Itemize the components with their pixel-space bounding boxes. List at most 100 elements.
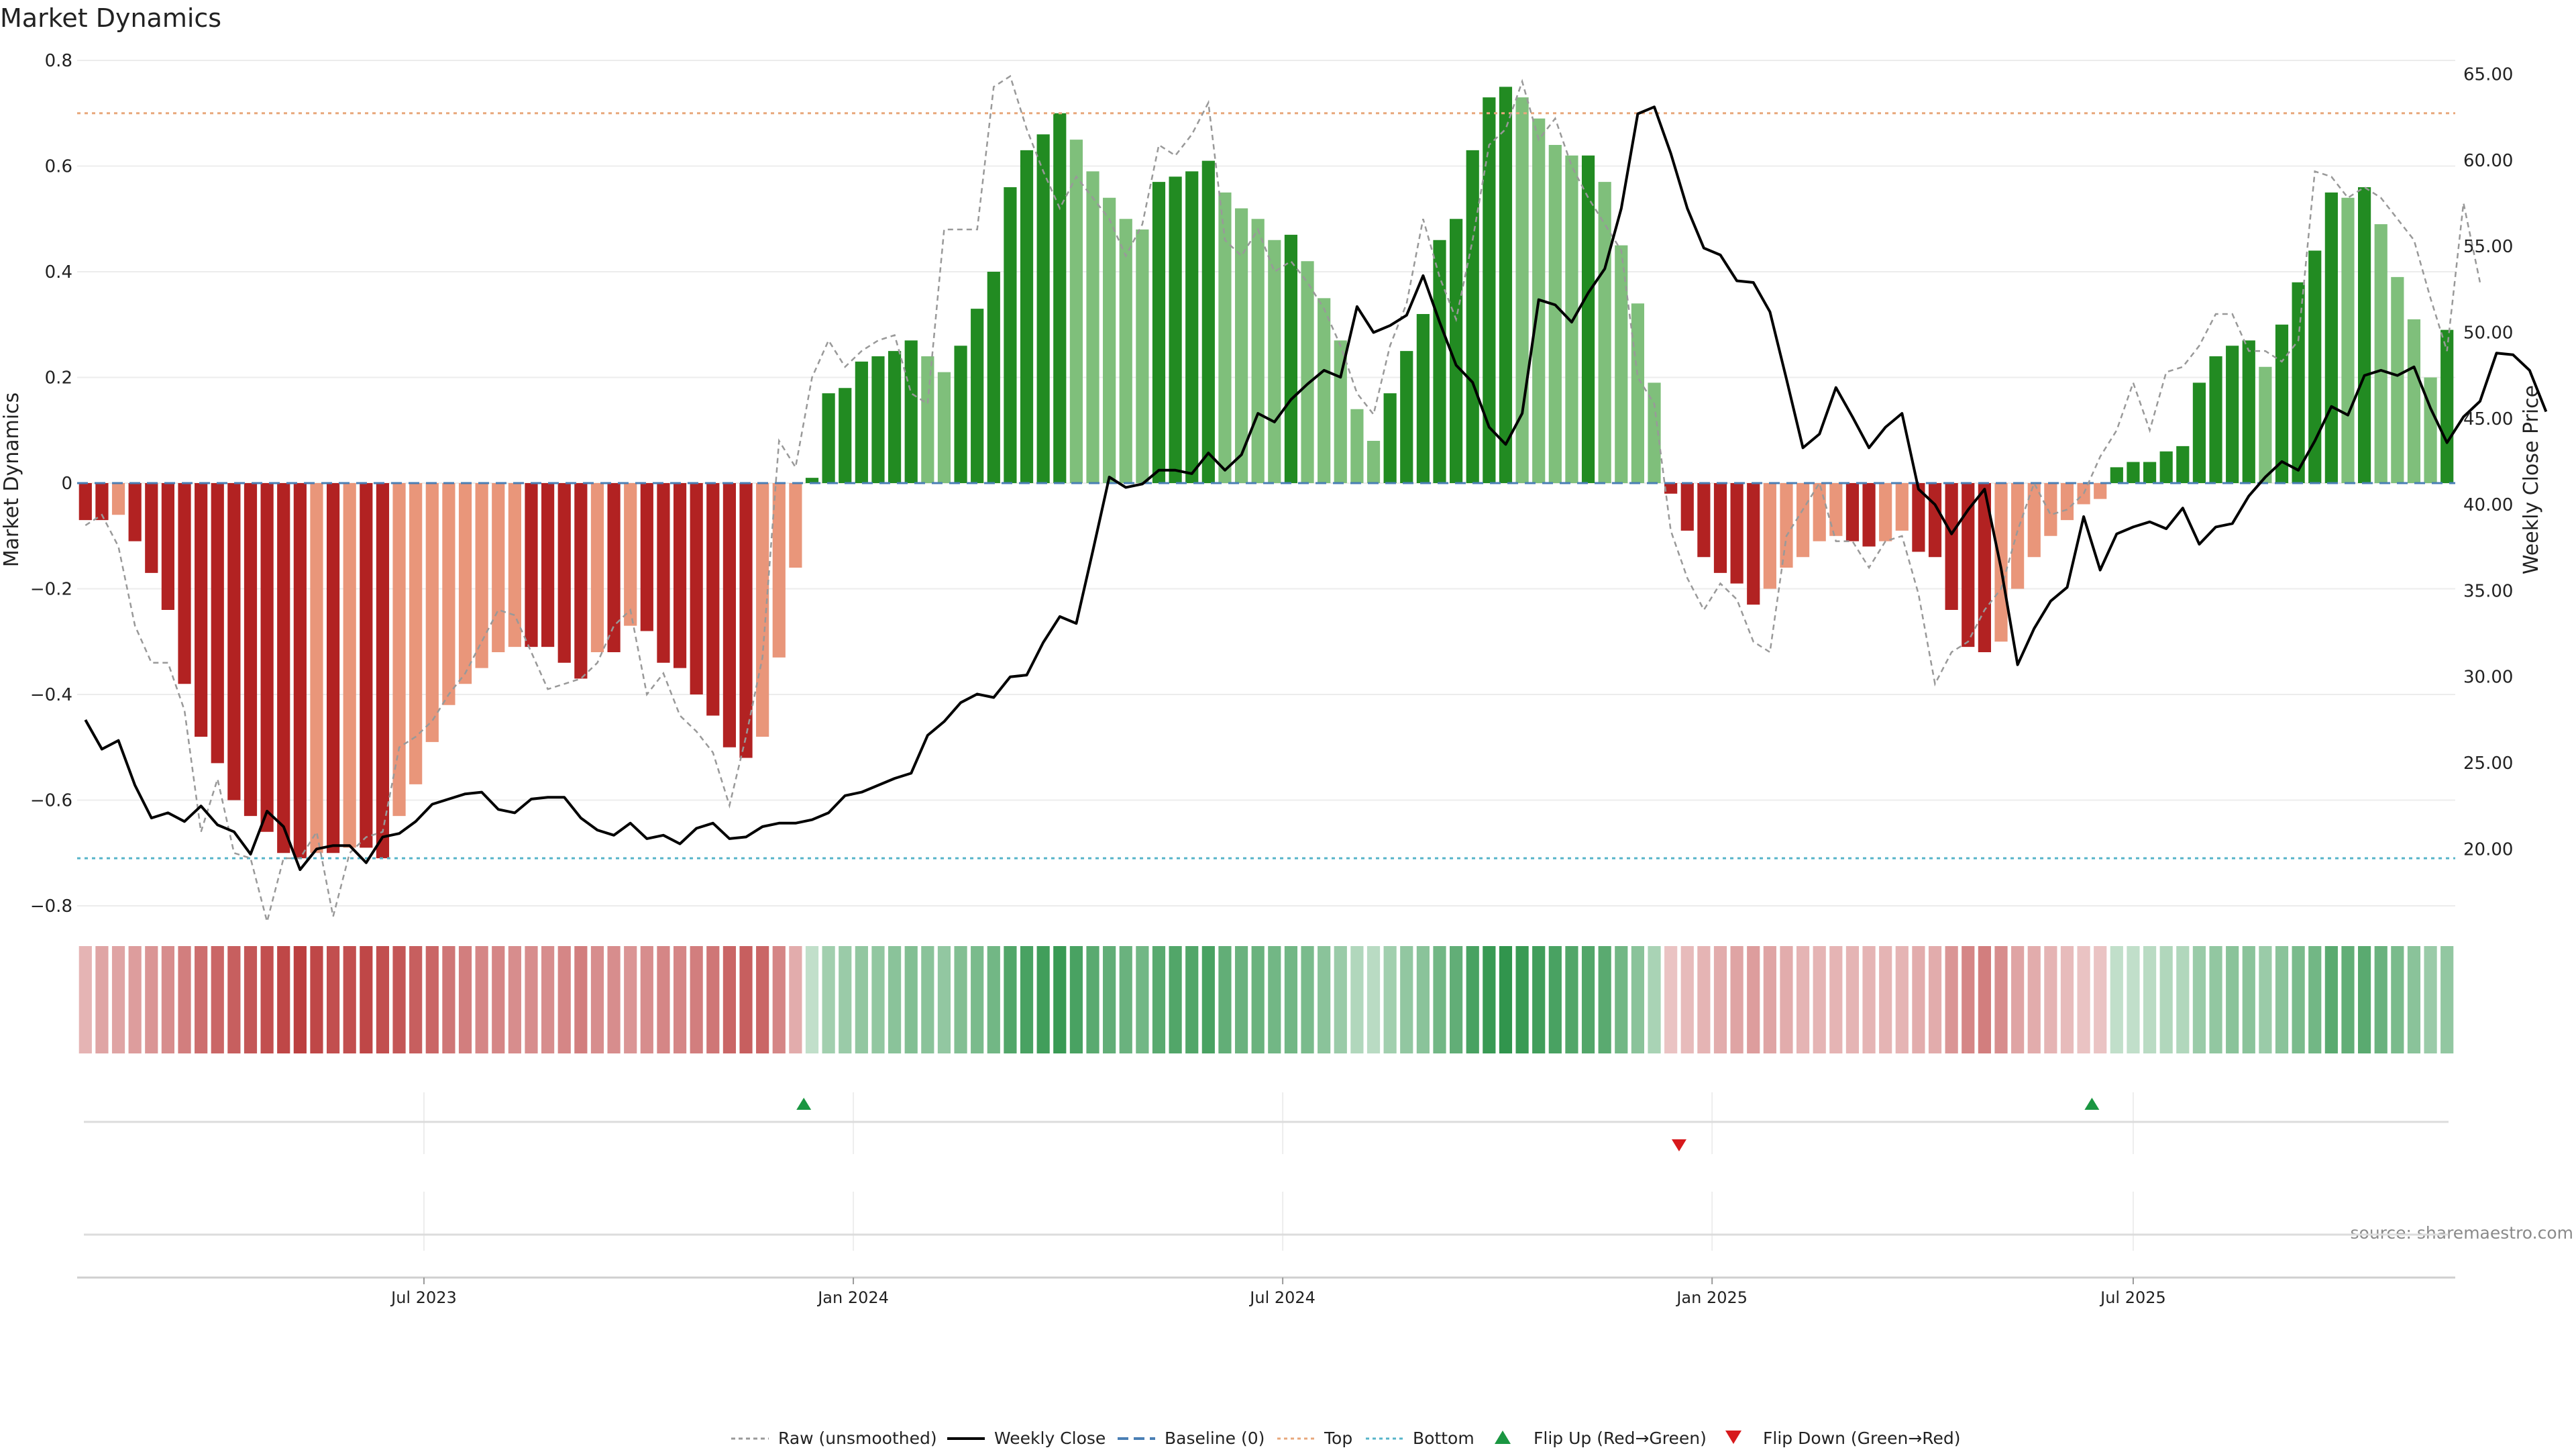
strip-cell (2391, 946, 2404, 1053)
strip-cell (442, 946, 455, 1053)
strip-cell (1565, 946, 1578, 1053)
bar (1680, 483, 1694, 531)
bar (557, 483, 571, 663)
strip-cell (1912, 946, 1925, 1053)
strip-cell (1796, 946, 1810, 1053)
bar (789, 483, 802, 568)
strip-cell (1103, 946, 1116, 1053)
bar (178, 483, 191, 684)
bar (492, 483, 505, 652)
strip-cell (1433, 946, 1446, 1053)
bar (1548, 145, 1562, 483)
source-annotation: source: sharemaestro.com (2351, 1223, 2574, 1243)
strip-cell (2308, 946, 2322, 1053)
strip-cell (1763, 946, 1776, 1053)
legend-label: Raw (unsmoothed) (778, 1429, 937, 1448)
y2-tick-label: 20.00 (2463, 839, 2513, 860)
bar (1069, 140, 1083, 483)
strength-strip (78, 946, 2454, 1053)
bar (1862, 483, 1876, 547)
raw-unsmoothed-line (85, 74, 2481, 925)
bar (1499, 87, 1513, 483)
strip-cell (145, 946, 158, 1053)
bar (1631, 303, 1645, 483)
strip-cell (607, 946, 621, 1053)
strip-cell (1747, 946, 1760, 1053)
bar (2341, 197, 2355, 483)
bar (1301, 261, 1314, 483)
strip-cell (871, 946, 885, 1053)
bar (1747, 483, 1760, 605)
bar (78, 483, 92, 521)
strip-cell (1268, 946, 1281, 1053)
legend: Raw (unsmoothed) Weekly Close Baseline (0)… (731, 1429, 1961, 1448)
bar (1928, 483, 1942, 558)
bar (1119, 219, 1132, 483)
strip-cell (1086, 946, 1099, 1053)
strip-cell (310, 946, 323, 1053)
strip-cell (954, 946, 967, 1053)
bar (1780, 483, 1793, 568)
bar (2424, 377, 2437, 483)
y2-tick-label: 40.00 (2463, 495, 2513, 515)
legend-label: Weekly Close (994, 1429, 1106, 1448)
strip-cell (921, 946, 934, 1053)
strip-cell (128, 946, 142, 1053)
strip-cell (1978, 946, 1991, 1053)
bar (392, 483, 406, 817)
strip-cell (1813, 946, 1826, 1053)
strip-cell (855, 946, 868, 1053)
strip-cell (888, 946, 902, 1053)
bar (739, 483, 753, 758)
y2-tick-label: 50.00 (2463, 323, 2513, 343)
strip-cell (293, 946, 307, 1053)
axes: 0.8 0.6 0.4 0.2 0 −0.2 −0.4 −0.6 −0.8 65.00 60.00 5… (30, 51, 2514, 1307)
strip-cell (2242, 946, 2255, 1053)
bar (1318, 298, 1331, 483)
strip-cell (458, 946, 472, 1053)
strip-cell (2159, 946, 2173, 1053)
bar (111, 483, 125, 515)
bar (2094, 483, 2107, 499)
bar (1350, 409, 1364, 483)
bar (2407, 319, 2421, 483)
strip-cell (1581, 946, 1595, 1053)
bar (1945, 483, 1958, 610)
bar (1366, 441, 1381, 483)
bar (987, 272, 1000, 483)
x-tick-label: Jan 2024 (816, 1288, 889, 1307)
y2-tick-label: 60.00 (2463, 151, 2513, 171)
bar (822, 393, 835, 483)
bar (1053, 113, 1067, 483)
grid (77, 60, 2455, 1251)
strip-cell (277, 946, 290, 1053)
strip-cell (1994, 946, 2008, 1053)
bar (706, 483, 720, 716)
strip-cell (1945, 946, 1958, 1053)
strip-cell (1499, 946, 1513, 1053)
strip-cell (2110, 946, 2123, 1053)
reference-lines (77, 112, 2455, 860)
legend-label: Flip Down (Green→Red) (1763, 1429, 1961, 1448)
bar (161, 483, 175, 610)
strip-cell (2259, 946, 2272, 1053)
bar (277, 483, 290, 853)
bar (260, 483, 274, 832)
strip-cell (260, 946, 274, 1053)
strip-cell (690, 946, 703, 1053)
bar (1697, 483, 1711, 558)
bar (244, 483, 258, 817)
bar (954, 346, 967, 483)
bar (1466, 150, 1479, 483)
bar (1962, 483, 1975, 647)
strip-cell (2275, 946, 2289, 1053)
bar (2044, 483, 2057, 536)
x-tick-label: Jul 2025 (2099, 1288, 2166, 1307)
strip-cell (2440, 946, 2454, 1053)
bar (2308, 250, 2322, 483)
strip-cell (195, 946, 208, 1053)
bar (508, 483, 521, 647)
strip-cell (1234, 946, 1248, 1053)
strip-cell (1169, 946, 1182, 1053)
bar (590, 483, 604, 652)
